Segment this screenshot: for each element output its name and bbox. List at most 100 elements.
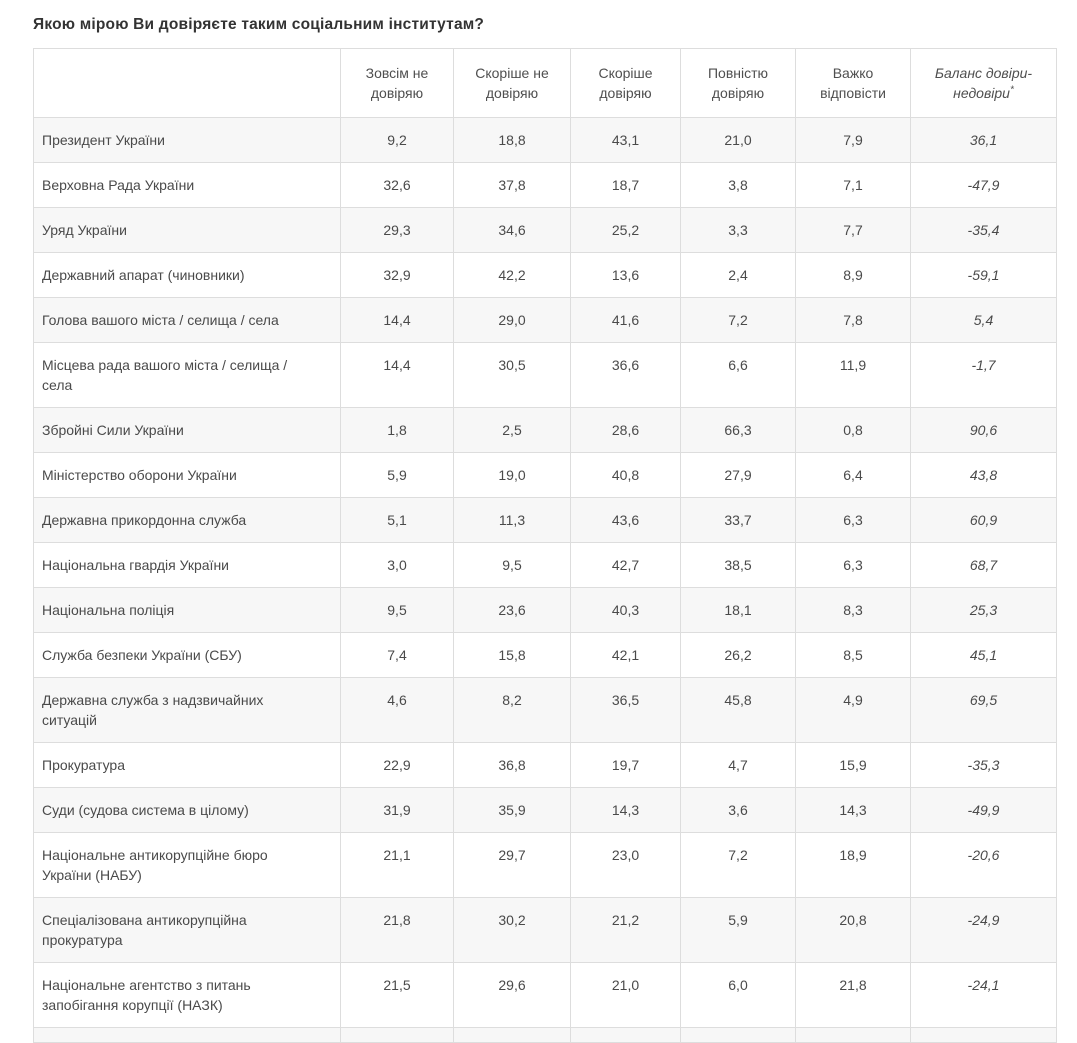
value-cell: 21,8 (795, 962, 911, 1028)
table-row: Міністерство оборони України 5,9 19,0 40,8 2… (33, 452, 1057, 498)
table-row: Уряд України 29,3 34,6 25,2 3,3 7,7 -35,4 (33, 207, 1057, 253)
empty-cell (680, 1027, 796, 1043)
value-cell: 38,5 (680, 542, 796, 588)
balance-cell: -59,1 (910, 252, 1057, 298)
value-cell: 21,5 (340, 962, 454, 1028)
value-cell: 43,1 (570, 117, 681, 163)
value-cell: 0,8 (795, 407, 911, 453)
balance-cell: 60,9 (910, 497, 1057, 543)
value-cell: 33,7 (680, 497, 796, 543)
institution-label: Національне антикорупційне бюро України … (33, 832, 341, 898)
value-cell: 28,6 (570, 407, 681, 453)
value-cell: 3,3 (680, 207, 796, 253)
page-title: Якою мірою Ви довіряєте таким соціальним… (33, 16, 485, 33)
value-cell: 9,2 (340, 117, 454, 163)
value-cell: 4,9 (795, 677, 911, 743)
table-row: Національне агентство з питань запобіган… (33, 962, 1057, 1028)
value-cell: 21,0 (570, 962, 681, 1028)
value-cell: 43,6 (570, 497, 681, 543)
value-cell: 23,6 (453, 587, 571, 633)
balance-cell: 5,4 (910, 297, 1057, 343)
value-cell: 8,9 (795, 252, 911, 298)
partial-next-row (33, 1027, 1057, 1043)
table-row: Голова вашого міста / селища / села 14,4 2… (33, 297, 1057, 343)
value-cell: 29,6 (453, 962, 571, 1028)
value-cell: 13,6 (570, 252, 681, 298)
institution-label: Суди (судова система в цілому) (33, 787, 341, 833)
footnote-asterisk: * (1009, 84, 1014, 96)
column-header-rather-distrust: Скоріше не довіряю (453, 48, 571, 118)
value-cell: 7,7 (795, 207, 911, 253)
value-cell: 26,2 (680, 632, 796, 678)
table-row: Служба безпеки України (СБУ) 7,4 15,8 42,1 2… (33, 632, 1057, 678)
value-cell: 4,7 (680, 742, 796, 788)
value-cell: 30,5 (453, 342, 571, 408)
value-cell: 29,3 (340, 207, 454, 253)
value-cell: 36,8 (453, 742, 571, 788)
balance-header-label: Баланс довіри-недовіри (934, 65, 1033, 101)
value-cell: 14,3 (795, 787, 911, 833)
trust-table: Зовсім не довіряю Скоріше не довіряю Скорі… (33, 48, 1057, 1043)
empty-cell (795, 1027, 911, 1043)
institution-label: Державна служба з надзвичайних ситуацій (33, 677, 341, 743)
value-cell: 9,5 (453, 542, 571, 588)
value-cell: 14,4 (340, 297, 454, 343)
value-cell: 3,8 (680, 162, 796, 208)
value-cell: 21,1 (340, 832, 454, 898)
value-cell: 14,3 (570, 787, 681, 833)
balance-cell: -35,3 (910, 742, 1057, 788)
value-cell: 1,8 (340, 407, 454, 453)
value-cell: 2,4 (680, 252, 796, 298)
value-cell: 7,2 (680, 297, 796, 343)
balance-cell: 90,6 (910, 407, 1057, 453)
value-cell: 20,8 (795, 897, 911, 963)
value-cell: 11,9 (795, 342, 911, 408)
table-row: Прокуратура 22,9 36,8 19,7 4,7 15,9 -35,3 (33, 742, 1057, 788)
institution-label: Верховна Рада України (33, 162, 341, 208)
institution-label: Державний апарат (чиновники) (33, 252, 341, 298)
value-cell: 19,7 (570, 742, 681, 788)
institution-label: Спеціалізована антикорупційна прокуратур… (33, 897, 341, 963)
value-cell: 42,1 (570, 632, 681, 678)
value-cell: 7,1 (795, 162, 911, 208)
value-cell: 29,7 (453, 832, 571, 898)
value-cell: 14,4 (340, 342, 454, 408)
table-row: Національна гвардія України 3,0 9,5 42,7 38,… (33, 542, 1057, 588)
table-row: Національне антикорупційне бюро України … (33, 832, 1057, 898)
value-cell: 15,9 (795, 742, 911, 788)
table-header-row: Зовсім не довіряю Скоріше не довіряю Скорі… (33, 48, 1057, 118)
value-cell: 37,8 (453, 162, 571, 208)
value-cell: 6,3 (795, 497, 911, 543)
balance-cell: -24,9 (910, 897, 1057, 963)
balance-cell: 68,7 (910, 542, 1057, 588)
balance-cell: -49,9 (910, 787, 1057, 833)
value-cell: 2,5 (453, 407, 571, 453)
value-cell: 5,9 (680, 897, 796, 963)
institution-label: Голова вашого міста / селища / села (33, 297, 341, 343)
value-cell: 42,2 (453, 252, 571, 298)
value-cell: 3,0 (340, 542, 454, 588)
balance-cell: 25,3 (910, 587, 1057, 633)
institution-label: Уряд України (33, 207, 341, 253)
value-cell: 32,6 (340, 162, 454, 208)
value-cell: 18,8 (453, 117, 571, 163)
value-cell: 66,3 (680, 407, 796, 453)
empty-cell (33, 1027, 341, 1043)
value-cell: 7,9 (795, 117, 911, 163)
institution-label: Прокуратура (33, 742, 341, 788)
institution-label: Президент України (33, 117, 341, 163)
value-cell: 7,8 (795, 297, 911, 343)
institution-column-header (33, 48, 341, 118)
value-cell: 27,9 (680, 452, 796, 498)
column-header-balance: Баланс довіри-недовіри* (910, 48, 1057, 118)
value-cell: 22,9 (340, 742, 454, 788)
balance-cell: -47,9 (910, 162, 1057, 208)
value-cell: 18,7 (570, 162, 681, 208)
value-cell: 25,2 (570, 207, 681, 253)
value-cell: 5,1 (340, 497, 454, 543)
value-cell: 23,0 (570, 832, 681, 898)
value-cell: 21,2 (570, 897, 681, 963)
value-cell: 34,6 (453, 207, 571, 253)
table-row: Спеціалізована антикорупційна прокуратур… (33, 897, 1057, 963)
value-cell: 7,4 (340, 632, 454, 678)
